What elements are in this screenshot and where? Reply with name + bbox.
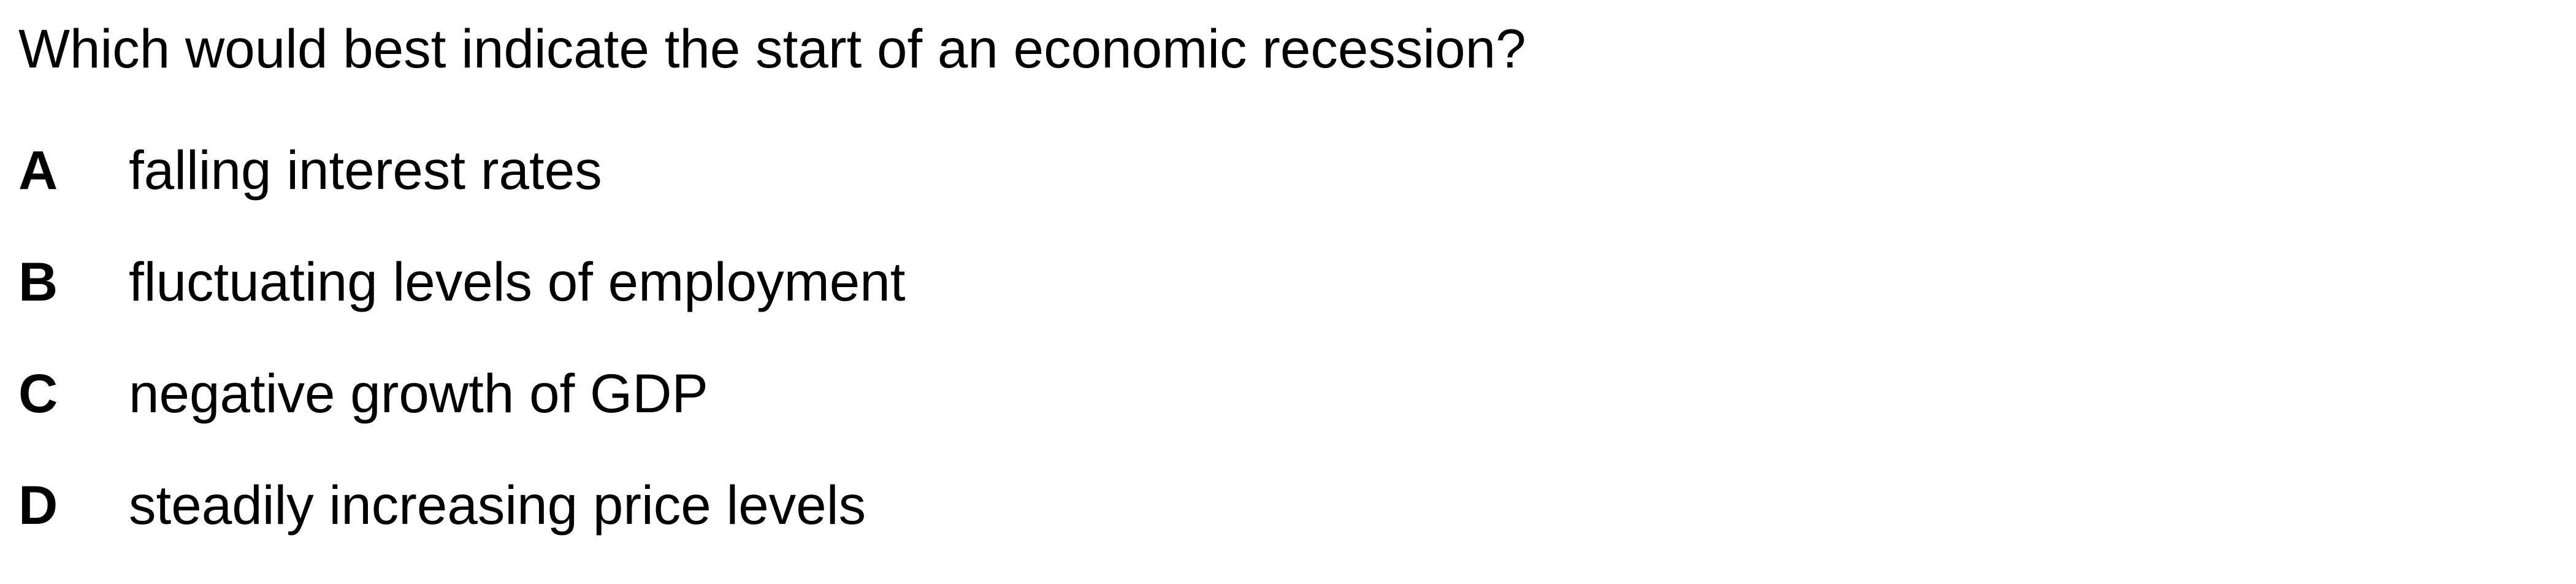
option-c: C negative growth of GDP (18, 361, 905, 472)
option-b-text: fluctuating levels of employment (129, 251, 906, 312)
option-c-letter: C (18, 363, 58, 424)
option-b-letter: B (18, 251, 58, 312)
option-a-text: falling interest rates (129, 139, 602, 201)
question-text: Which would best indicate the start of a… (18, 18, 1526, 79)
answer-options: A falling interest rates B fluctuating l… (18, 137, 905, 584)
option-d: D steadily increasing price levels (18, 472, 905, 584)
option-c-text: negative growth of GDP (129, 363, 708, 424)
option-d-text: steadily increasing price levels (129, 474, 866, 536)
option-b: B fluctuating levels of employment (18, 249, 905, 361)
option-a-letter: A (18, 139, 58, 201)
option-a: A falling interest rates (18, 137, 905, 249)
option-d-letter: D (18, 474, 58, 536)
